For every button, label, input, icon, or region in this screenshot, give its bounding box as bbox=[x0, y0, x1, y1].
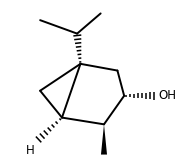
Text: OH: OH bbox=[158, 89, 176, 102]
Polygon shape bbox=[101, 124, 107, 155]
Text: H: H bbox=[26, 144, 35, 157]
